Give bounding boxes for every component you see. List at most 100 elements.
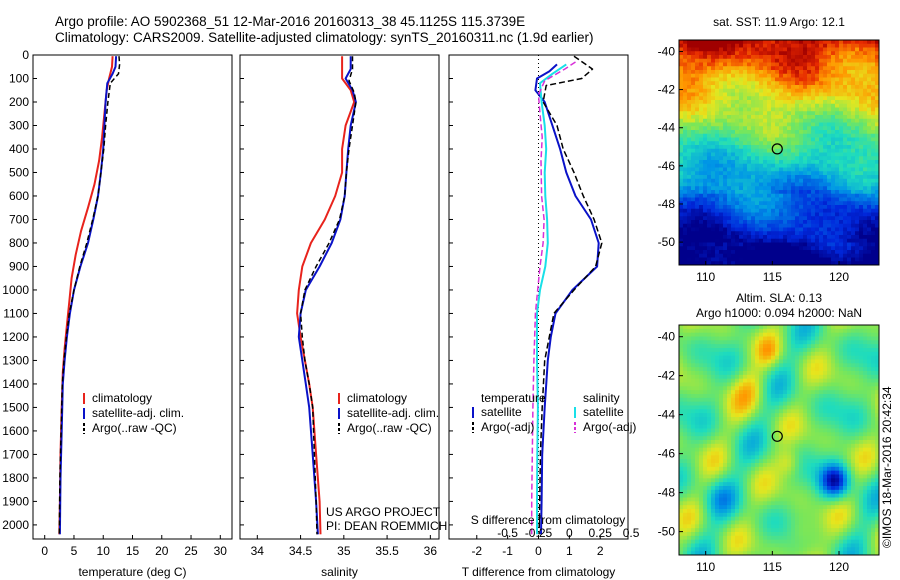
map-cell: [679, 190, 684, 195]
map-cell: [703, 66, 708, 71]
map-cell: [851, 81, 856, 86]
map-cell: [859, 190, 864, 195]
map-cell: [847, 246, 852, 251]
map-cell: [771, 40, 776, 45]
map-cell: [851, 261, 856, 266]
map-cell: [755, 443, 760, 449]
map-cell: [815, 367, 820, 372]
map-cell: [807, 397, 812, 403]
map-cell: [747, 133, 752, 138]
map-cell: [687, 122, 692, 127]
map-cell: [839, 167, 844, 172]
map-cell: [831, 238, 836, 243]
map-cell: [711, 451, 716, 456]
map-cell: [779, 371, 784, 376]
map-cell: [763, 167, 768, 172]
map-cell: [691, 351, 696, 357]
map-cell: [807, 328, 812, 334]
map-cell: [827, 107, 832, 112]
map-cell: [771, 455, 776, 460]
map-cell: [739, 77, 744, 82]
map-cell: [831, 182, 836, 187]
map-cell: [867, 62, 872, 67]
map-cell: [779, 459, 784, 464]
map-cell: [811, 443, 816, 449]
map-cell: [815, 242, 820, 247]
map-cell: [763, 238, 768, 243]
map-cell: [731, 223, 736, 228]
map-cell: [839, 447, 844, 452]
map-cell: [831, 66, 836, 71]
x-tick-label: 35.5: [375, 544, 399, 558]
map-cell: [827, 58, 832, 63]
map-cell: [723, 40, 728, 45]
map-cell: [755, 394, 760, 399]
map-cell: [687, 62, 692, 67]
map-cell: [795, 371, 800, 376]
map-cell: [747, 378, 752, 383]
map-cell: [847, 340, 852, 345]
map-cell: [695, 70, 700, 75]
map-cell: [723, 216, 728, 221]
map-cell: [743, 216, 748, 221]
map-cell: [679, 227, 684, 232]
map-cell: [823, 336, 828, 341]
map-cell: [687, 257, 692, 262]
map-cell: [855, 126, 860, 131]
map-cell: [859, 66, 864, 71]
map-cell: [863, 374, 868, 380]
map-cell: [735, 152, 740, 157]
map-cell: [695, 455, 700, 460]
map-cell: [775, 413, 780, 418]
map-cell: [839, 145, 844, 150]
map-cell: [851, 363, 856, 368]
map-cell: [859, 208, 864, 213]
map-cell: [799, 141, 804, 146]
map-cell: [707, 148, 712, 153]
map-cell: [775, 186, 780, 191]
map-cell: [695, 145, 700, 150]
map-cell: [823, 107, 828, 112]
map-cell: [691, 193, 696, 198]
map-cell: [679, 424, 684, 429]
map-cell: [847, 325, 852, 330]
map-cell: [699, 167, 704, 172]
map-cell: [787, 436, 792, 441]
map-cell: [707, 417, 712, 422]
map-cell: [703, 118, 708, 123]
map-cell: [707, 336, 712, 341]
map-cell: [703, 77, 708, 82]
map-cell: [823, 428, 828, 433]
map-cell: [759, 250, 764, 255]
map-cell: [767, 367, 772, 372]
map-cell: [799, 66, 804, 71]
map-cell: [843, 118, 848, 123]
map-cell: [815, 182, 820, 187]
map-cell: [787, 58, 792, 63]
map-cell: [771, 409, 776, 414]
map-cell: [711, 374, 716, 380]
map-cell: [691, 160, 696, 165]
map-cell: [803, 47, 808, 52]
map-cell: [707, 246, 712, 251]
map-cell: [751, 325, 756, 330]
map-cell: [687, 371, 692, 376]
map-cell: [859, 115, 864, 120]
map-cell: [767, 394, 772, 399]
map-cell: [747, 58, 752, 63]
map-cell: [727, 386, 732, 391]
map-cell: [867, 73, 872, 78]
map-cell: [815, 175, 820, 180]
map-cell: [699, 201, 704, 206]
map-cell: [863, 96, 868, 101]
map-cell: [843, 148, 848, 153]
map-cell: [783, 250, 788, 255]
map-cell: [831, 103, 836, 108]
map-cell: [683, 424, 688, 429]
map-cell: [771, 133, 776, 138]
map-cell: [731, 336, 736, 341]
map-cell: [727, 363, 732, 368]
map-cell: [779, 227, 784, 232]
map-cell: [715, 212, 720, 217]
map-cell: [791, 413, 796, 418]
